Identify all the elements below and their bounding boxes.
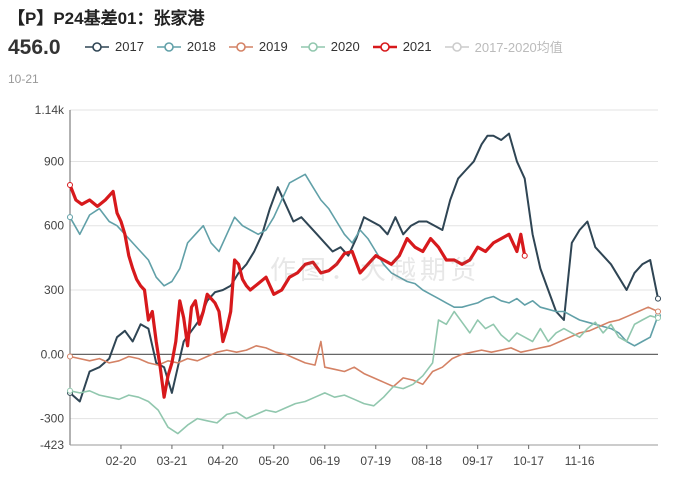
y-tick-label: 1.14k — [35, 103, 65, 117]
series-point-2019 — [655, 308, 661, 315]
y-tick-label: 900 — [44, 154, 64, 168]
y-tick-label: 300 — [44, 283, 64, 297]
legend-label: 2017-2020均值 — [474, 40, 563, 55]
x-tick-label: 10-17 — [513, 454, 544, 468]
legend-swatch-icon — [300, 41, 325, 52]
chart-legend: 2017 2018 2019 2020 2021 2017-2020均值 — [84, 37, 575, 56]
series-line-2021[interactable] — [68, 183, 527, 399]
legend-swatch-icon — [85, 41, 109, 52]
y-tick-label: -300 — [40, 412, 64, 426]
series-point-2017 — [655, 295, 661, 302]
y-tick-label: -423 — [40, 438, 64, 452]
series-point-2021 — [521, 252, 528, 259]
legend-label: 2021 — [402, 39, 432, 54]
legend-item-2021[interactable]: 2021 — [372, 39, 432, 54]
legend-swatch-icon — [372, 41, 397, 52]
y-tick-label: 0.00 — [41, 347, 65, 361]
series-point-2020 — [655, 314, 661, 321]
series-point-2021 — [67, 182, 73, 189]
legend-item-avg[interactable]: 2017-2020均值 — [444, 37, 563, 56]
x-tick-label: 05-20 — [258, 454, 289, 468]
series-point-2018 — [67, 214, 73, 221]
legend-label: 2019 — [258, 39, 288, 54]
legend-item-2017[interactable]: 2017 — [84, 39, 144, 54]
legend-label: 2020 — [330, 39, 360, 54]
x-tick-label: 04-20 — [208, 454, 239, 468]
grid-lines — [70, 109, 658, 446]
date-readout: 10-21 — [8, 72, 39, 86]
x-tick-label: 06-19 — [309, 454, 340, 468]
legend-label: 2018 — [186, 39, 216, 54]
y-axis: 1.14k 900 600 300 0.00 -300 -423 — [35, 103, 71, 452]
x-tick-label: 02-20 — [106, 454, 137, 468]
series-point-2019 — [67, 353, 73, 360]
series-point-2020 — [67, 387, 73, 394]
x-axis: 02-20 03-21 04-20 05-20 06-19 07-19 08-18 09-17… — [70, 444, 658, 468]
legend-item-2020[interactable]: 2020 — [300, 39, 360, 54]
series-line-2017[interactable] — [69, 132, 659, 403]
legend-swatch-icon — [228, 41, 253, 52]
legend-swatch-icon — [444, 41, 469, 52]
legend-label: 2017 — [115, 39, 144, 54]
chart-title: 【P】P24基差01：张家港 — [8, 9, 205, 28]
x-tick-label: 07-19 — [360, 454, 391, 468]
series-line-2019[interactable] — [69, 306, 659, 388]
value-readout: 456.0 — [8, 36, 61, 59]
x-tick-label: 08-18 — [411, 454, 442, 468]
plot-area — [67, 132, 661, 435]
legend-swatch-icon — [156, 41, 181, 52]
x-tick-label: 09-17 — [462, 454, 493, 468]
legend-item-2019[interactable]: 2019 — [228, 39, 288, 54]
x-tick-label: 03-21 — [157, 454, 188, 468]
y-tick-label: 600 — [44, 219, 64, 233]
legend-item-2018[interactable]: 2018 — [156, 39, 216, 54]
series-line-2018[interactable] — [69, 173, 659, 347]
series-line-2020[interactable] — [69, 310, 659, 435]
x-tick-label: 11-16 — [565, 454, 595, 468]
